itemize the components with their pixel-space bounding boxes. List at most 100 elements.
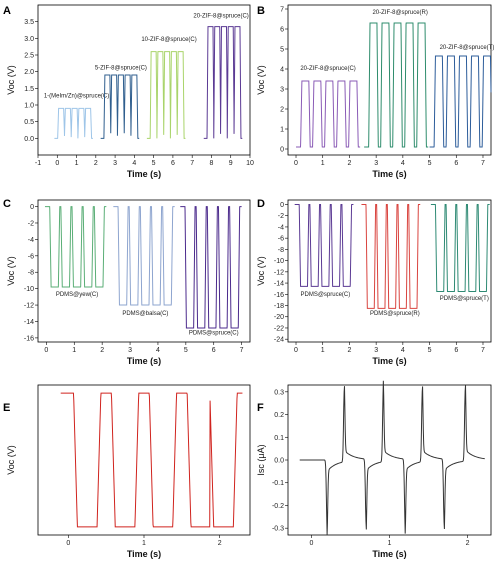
y-tick-label: -22 [274,325,284,332]
x-tick-label: 4 [132,160,136,167]
y-tick-label: -10 [274,258,284,265]
y-axis-label: Voc (V) [6,445,16,475]
x-tick-label: 7 [481,160,485,167]
y-tick-label: 0.3 [274,389,284,396]
series-label: PDMS@balsa(C) [122,311,168,317]
y-tick-label: -16 [24,335,34,342]
y-tick-label: 6 [280,27,284,34]
y-tick-label: -12 [274,269,284,276]
y-axis-label: Isc (μA) [256,444,266,475]
y-tick-label: -10 [24,286,34,293]
panel-letter: F [257,402,264,414]
y-tick-label: -6 [278,236,284,243]
y-axis-label: Voc (V) [6,65,16,95]
series-label: 20-ZIF-8@spruce(C) [300,66,355,72]
y-tick-label: -2 [28,220,34,227]
x-tick-label: 10 [246,160,254,167]
y-axis-label: Voc (V) [256,65,266,95]
x-axis-label: Time (s) [372,169,406,179]
y-tick-label: -2 [278,213,284,220]
y-tick-label: 5 [280,47,284,54]
x-tick-label: 9 [229,160,233,167]
series-line [430,203,490,292]
x-tick-label: 2 [94,160,98,167]
x-tick-label: 3 [374,160,378,167]
panel-F: F 0 1 2 0.3 0.2 0.1 0.0 -0.1 -0.2 -0.3 Time (s) Isc … [256,380,492,559]
x-tick-label: 0 [66,540,70,547]
series-label: PDMS@spruce(T) [440,296,489,302]
y-tick-label: 2.0 [24,69,34,76]
y-tick-label: -0.1 [272,480,284,487]
x-axis-label: Time (s) [372,549,406,559]
y-tick-label: -6 [28,253,34,260]
y-tick-label: 7 [280,7,284,14]
panel-letter: A [3,5,11,17]
y-tick-label: 0 [280,147,284,154]
x-tick-label: 6 [454,347,458,354]
x-tick-label: 4 [401,160,405,167]
plot-frame [37,199,251,343]
series-label: 10-ZIF-8@spruce(C) [141,37,196,43]
series-line [364,22,429,148]
x-tick-label: 7 [481,347,485,354]
y-tick-label: 1.0 [24,103,34,110]
x-tick-label: 2 [347,160,351,167]
y-tick-label: -20 [274,314,284,321]
x-tick-label: 0 [55,160,59,167]
y-axis-label: Voc (V) [6,256,16,286]
x-tick-label: 4 [156,347,160,354]
x-axis-label: Time (s) [127,169,161,179]
x-tick-label: 5 [428,160,432,167]
x-axis-label: Time (s) [127,549,161,559]
y-tick-label: 3 [280,87,284,94]
panel-letter: B [257,5,265,17]
x-tick-label: 5 [184,347,188,354]
series-label: 20-ZIF-8@spruce(T) [440,45,495,51]
x-tick-label: 3 [128,347,132,354]
series-label: 5-ZIF-8@spruce(C) [95,65,147,71]
x-tick-label: 2 [218,540,222,547]
y-axis-label: Voc (V) [256,256,266,286]
x-tick-label: 6 [171,160,175,167]
y-tick-label: -18 [274,303,284,310]
series-line [429,55,492,148]
y-tick-label: 4 [280,67,284,74]
series-label: 1-(MeIm/Zn)@spruce(C) [44,94,109,100]
series-line [113,206,175,306]
panel-A: A -1 0 1 2 3 4 5 6 7 8 9 10 0.0 0.5 1.0 1.5 2.0 2.5 3.0 3.5 T… [3,4,254,179]
x-tick-label: 2 [100,347,104,354]
series-line [180,206,242,329]
y-tick-label: -8 [28,270,34,277]
x-tick-label: 7 [240,347,244,354]
x-tick-label: 1 [75,160,79,167]
series-label: PDMS@spruce(C) [189,331,239,337]
y-tick-label: -16 [274,292,284,299]
series-line [44,206,107,288]
y-tick-label: 3.5 [24,19,34,26]
series-line [146,51,186,139]
x-tick-label: 4 [401,347,405,354]
x-tick-label: 3 [374,347,378,354]
series-line [100,74,140,139]
series-line [203,26,243,139]
x-tick-label: 2 [347,347,351,354]
series-line [361,203,421,309]
series-label: PDMS@spruce(C) [301,292,351,298]
y-tick-label: 1 [280,127,284,134]
y-tick-label: 0 [280,202,284,209]
y-tick-label: -8 [278,247,284,254]
series-line [296,80,361,148]
x-axis-label: Time (s) [127,356,161,366]
series-label: 20-ZIF-8@spruce(R) [372,10,427,16]
y-tick-label: 0.0 [24,136,34,143]
y-tick-label: 1.5 [24,86,34,93]
x-tick-label: 8 [210,160,214,167]
y-tick-label: -12 [24,303,34,310]
x-tick-label: 1 [72,347,76,354]
y-tick-label: 2.5 [24,53,34,60]
x-tick-label: 7 [190,160,194,167]
y-tick-label: -14 [274,281,284,288]
x-tick-label: 2 [466,540,470,547]
y-tick-label: 0.2 [274,412,284,419]
y-tick-label: 0 [30,204,34,211]
